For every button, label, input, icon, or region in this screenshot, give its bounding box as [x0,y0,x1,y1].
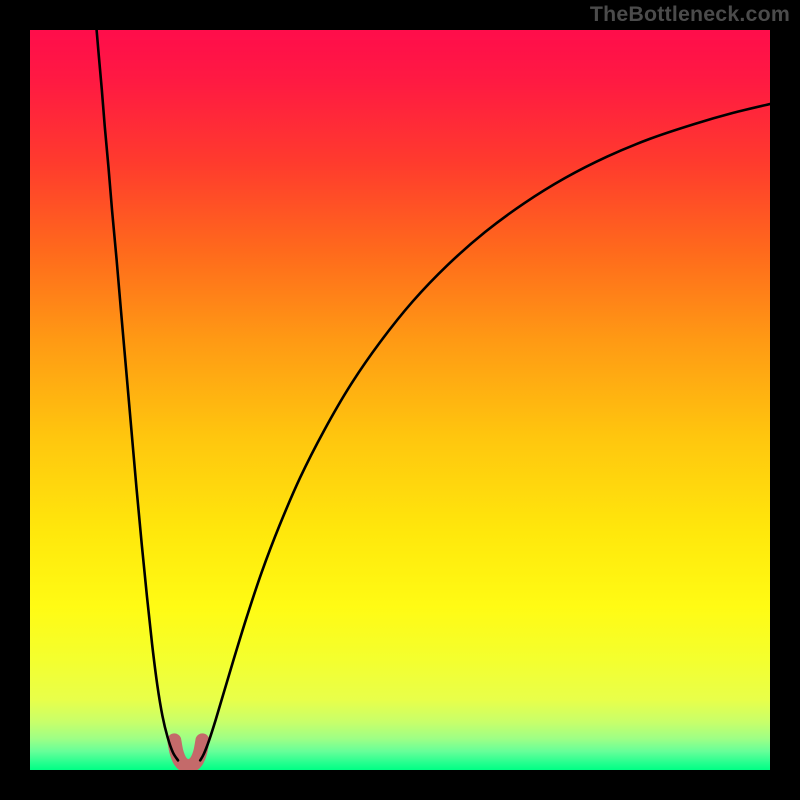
series-curve-right [200,104,770,760]
figure-root: TheBottleneck.com [0,0,800,800]
marker-notch-marker [174,740,202,766]
series-curve-left [97,30,178,760]
curves-layer [30,30,770,770]
watermark-text: TheBottleneck.com [590,2,790,27]
plot-area [30,30,770,770]
